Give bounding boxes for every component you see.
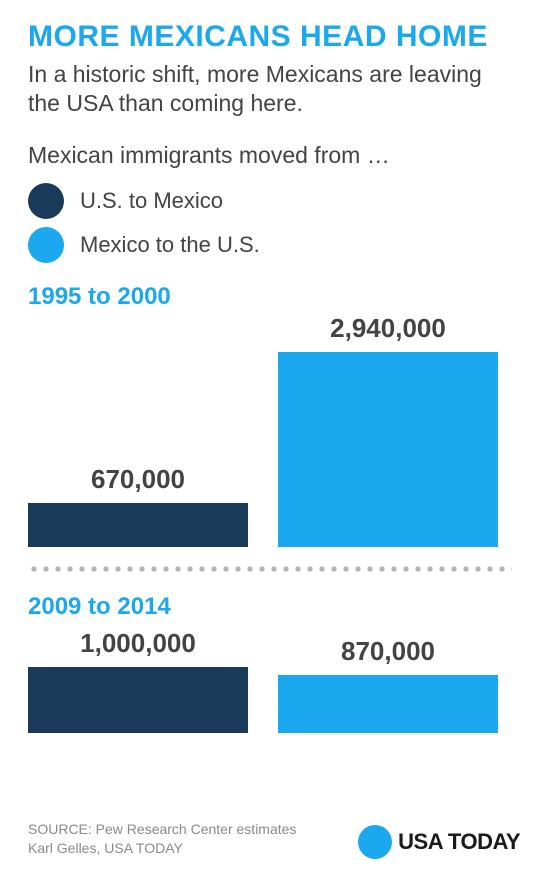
- bar-group: 2,940,000: [278, 313, 498, 547]
- period-label: 2009 to 2014: [28, 593, 512, 621]
- legend-label: U.S. to Mexico: [80, 188, 223, 214]
- bar-value-label: 870,000: [278, 636, 498, 667]
- bar-value-label: 1,000,000: [28, 628, 248, 659]
- legend-item: Mexico to the U.S.: [28, 227, 512, 263]
- bar: [278, 352, 498, 547]
- sub-headline: In a historic shift, more Mexicans are l…: [28, 60, 512, 118]
- usa-today-logo: USA TODAY: [358, 825, 520, 859]
- legend-label: Mexico to the U.S.: [80, 232, 260, 258]
- logo-dot-icon: [358, 825, 392, 859]
- legend-swatch: [28, 227, 64, 263]
- source-line: SOURCE: Pew Research Center estimates: [28, 820, 296, 840]
- logo-text: USA TODAY: [398, 829, 520, 855]
- source-line: Karl Gelles, USA TODAY: [28, 839, 296, 859]
- legend-title: Mexican immigrants moved from …: [28, 142, 512, 169]
- period-label: 1995 to 2000: [28, 283, 512, 311]
- legend: U.S. to Mexico Mexico to the U.S.: [28, 183, 512, 263]
- bar-chart: 1,000,000 870,000: [28, 625, 512, 733]
- legend-swatch: [28, 183, 64, 219]
- divider-dots: [28, 565, 512, 573]
- source-text: SOURCE: Pew Research Center estimates Ka…: [28, 820, 296, 859]
- bar-group: 870,000: [278, 636, 498, 733]
- bar: [28, 667, 248, 733]
- bar-group: 670,000: [28, 464, 248, 547]
- bar-value-label: 670,000: [28, 464, 248, 495]
- legend-item: U.S. to Mexico: [28, 183, 512, 219]
- bar: [28, 503, 248, 547]
- bar-group: 1,000,000: [28, 628, 248, 733]
- bar: [278, 675, 498, 733]
- headline: MORE MEXICANS HEAD HOME: [28, 20, 512, 54]
- bar-value-label: 2,940,000: [278, 313, 498, 344]
- bar-chart: 670,000 2,940,000: [28, 315, 512, 547]
